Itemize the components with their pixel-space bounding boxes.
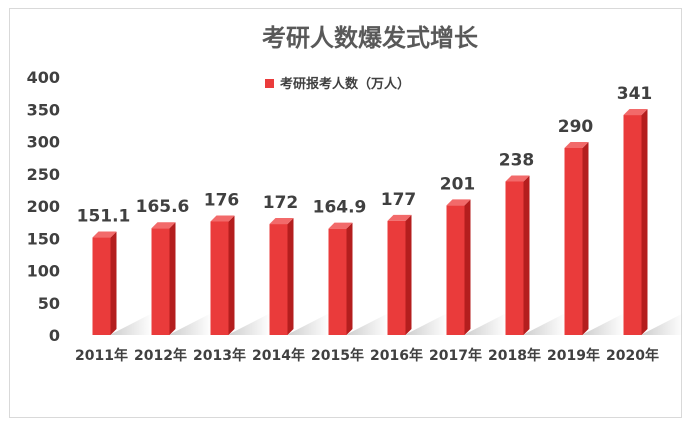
bar-side <box>110 231 117 335</box>
bar-shadow <box>523 313 566 335</box>
y-tick-label: 350 <box>27 100 60 119</box>
bar-front <box>623 115 642 336</box>
data-label: 238 <box>499 150 535 170</box>
y-tick-label: 250 <box>27 165 60 184</box>
y-tick-label: 150 <box>27 229 60 248</box>
bar-front <box>387 220 406 335</box>
x-tick-label: 2020年 <box>606 347 659 364</box>
data-label: 176 <box>204 190 240 210</box>
y-tick-label: 400 <box>27 68 60 87</box>
bar-shadow <box>169 313 212 335</box>
y-tick-label: 100 <box>27 262 60 281</box>
bar-front <box>446 205 465 335</box>
data-label: 201 <box>440 174 476 194</box>
x-tick-label: 2012年 <box>134 347 187 364</box>
bar-front <box>92 237 111 335</box>
x-tick-label: 2016年 <box>370 347 423 364</box>
bar <box>623 109 648 336</box>
legend-label: 考研报考人数（万人） <box>280 76 410 92</box>
bar-shadow <box>110 313 153 335</box>
bar-top <box>151 222 176 229</box>
bar <box>564 141 589 335</box>
bar-top <box>505 175 530 182</box>
data-label: 151.1 <box>77 207 131 227</box>
bar-top <box>328 222 353 229</box>
bar-side <box>523 175 530 335</box>
bars <box>92 109 648 336</box>
x-tick-label: 2014年 <box>252 347 305 364</box>
data-label: 165.6 <box>136 197 190 217</box>
bar-top <box>446 199 471 206</box>
bar-top <box>210 215 235 222</box>
bar-shadow <box>582 313 625 335</box>
bar <box>210 215 235 335</box>
bar-side <box>287 218 294 335</box>
bar-top <box>387 214 412 221</box>
bar <box>446 199 471 335</box>
x-tick-label: 2013年 <box>193 347 246 364</box>
x-tick-label: 2017年 <box>429 347 482 364</box>
bar <box>269 218 294 335</box>
bar-front <box>564 147 583 335</box>
bar-top <box>92 231 117 238</box>
x-tick-label: 2019年 <box>547 347 600 364</box>
data-labels: 151.1 165.6 176 172 164.9 177 201 238 290 341 <box>77 84 653 226</box>
bar-shadow <box>287 313 330 335</box>
bar-top <box>623 109 648 116</box>
data-label: 341 <box>617 84 653 104</box>
data-label: 164.9 <box>313 198 367 218</box>
bar-shadow <box>228 313 271 335</box>
y-tick-label: 50 <box>38 294 60 313</box>
bar-front <box>151 228 170 335</box>
y-tick-label: 0 <box>49 326 60 345</box>
y-tick-label: 300 <box>27 133 60 152</box>
bar-side <box>346 222 353 335</box>
bar <box>151 222 176 335</box>
bar-shadow <box>405 313 448 335</box>
bar-side <box>582 141 589 335</box>
data-label: 290 <box>558 117 594 137</box>
bar-side <box>464 199 471 335</box>
bar <box>328 222 353 335</box>
y-axis: 0 50 100 150 200 250 300 350 400 <box>27 68 60 345</box>
data-label: 177 <box>381 190 417 210</box>
data-label: 172 <box>263 193 299 213</box>
bar-top <box>269 218 294 225</box>
bar-front <box>210 221 229 335</box>
x-tick-label: 2011年 <box>75 347 128 364</box>
bar-side <box>169 222 176 335</box>
bar-shadow <box>464 313 507 335</box>
bar-front <box>269 224 288 335</box>
bar-top <box>564 141 589 148</box>
y-tick-label: 200 <box>27 197 60 216</box>
bar <box>92 231 117 335</box>
bar-shadows <box>110 313 684 335</box>
bar-shadow <box>346 313 389 335</box>
bar-front <box>505 181 524 335</box>
x-tick-label: 2018年 <box>488 347 541 364</box>
bar-side <box>405 214 412 335</box>
bar <box>505 175 530 335</box>
x-axis: 2011年 2012年 2013年 2014年 2015年 2016年 2017年 2018年… <box>75 347 659 364</box>
bar-side <box>228 215 235 335</box>
bar-front <box>328 228 347 335</box>
bar <box>387 214 412 335</box>
bar-side <box>641 109 648 336</box>
legend-swatch <box>265 79 274 88</box>
bar-shadow <box>641 313 684 335</box>
chart-title: 考研人数爆发式增长 <box>262 24 479 52</box>
x-tick-label: 2015年 <box>311 347 364 364</box>
chart-legend: 考研报考人数（万人） <box>265 76 410 92</box>
